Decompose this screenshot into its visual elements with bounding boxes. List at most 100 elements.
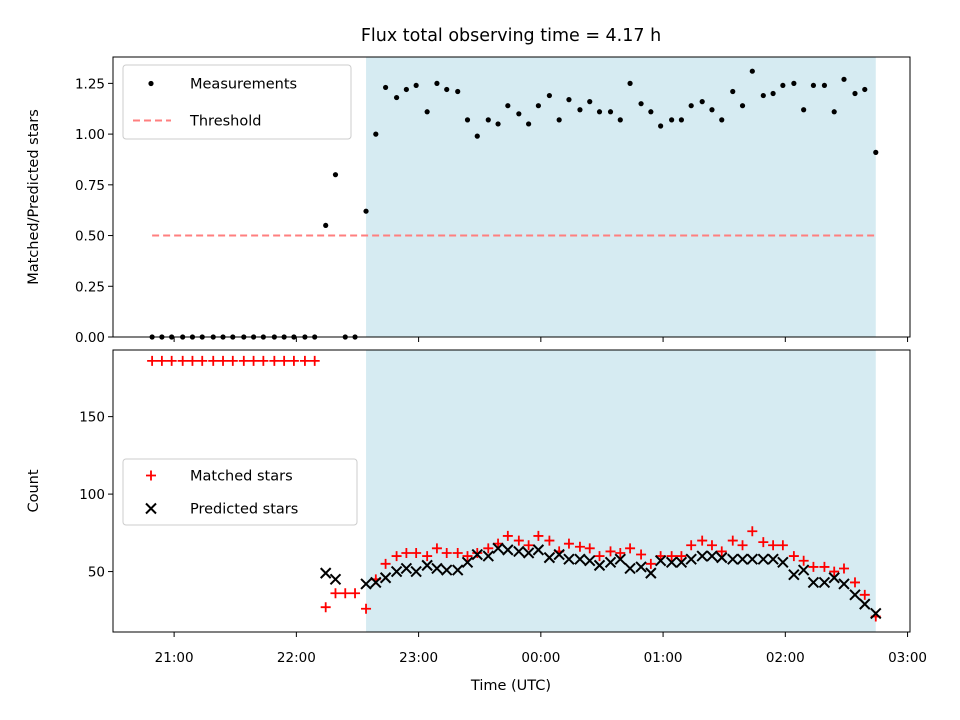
data-point — [177, 355, 188, 366]
data-point — [147, 355, 158, 366]
data-point — [829, 566, 840, 577]
legend-label: Threshold — [189, 114, 261, 130]
data-point — [218, 355, 229, 366]
y-tick-label: 1.25 — [75, 76, 105, 92]
data-point — [736, 553, 749, 565]
data-point — [441, 564, 453, 576]
data-point — [330, 588, 341, 599]
data-point — [699, 99, 705, 105]
data-point — [777, 540, 788, 551]
shaded-region — [366, 57, 876, 337]
data-point — [421, 559, 433, 572]
data-point — [379, 572, 392, 584]
data-point — [859, 598, 871, 610]
data-point — [462, 551, 473, 562]
data-point — [852, 90, 858, 97]
y-tick-label: 0.00 — [75, 330, 105, 346]
data-point — [746, 553, 759, 565]
data-point — [299, 355, 310, 366]
data-point — [788, 568, 800, 581]
x-tick-label: 22:00 — [277, 650, 316, 666]
data-point — [329, 573, 342, 586]
data-point — [340, 588, 351, 599]
x-tick-label: 01:00 — [644, 650, 683, 666]
data-point — [749, 68, 755, 74]
y-tick-label: 1.00 — [75, 127, 105, 143]
data-point — [686, 540, 697, 551]
data-point — [584, 543, 595, 554]
data-point — [269, 355, 280, 366]
data-point — [248, 355, 259, 366]
data-point — [424, 109, 430, 115]
x-tick-label: 21:00 — [155, 650, 194, 666]
data-point — [678, 117, 685, 123]
data-point — [156, 355, 167, 366]
data-point — [719, 117, 725, 123]
data-point — [474, 133, 480, 139]
data-point — [422, 551, 433, 562]
data-point — [770, 90, 776, 97]
data-point — [350, 588, 361, 599]
data-point — [737, 540, 748, 551]
panel-top: 0.00 0.25 0.50 0.75 1.00 1.25 Matched/Predicte… — [26, 56, 911, 346]
data-point — [648, 109, 654, 115]
data-point — [607, 109, 614, 115]
data-point — [791, 80, 797, 86]
legend-label: Matched stars — [190, 469, 293, 485]
data-point — [431, 543, 442, 554]
chart-title: Flux total observing time = 4.17 h — [361, 26, 661, 46]
data-point — [594, 551, 605, 562]
data-point — [513, 545, 525, 558]
data-point — [574, 541, 585, 552]
data-point — [615, 547, 626, 558]
data-point — [502, 544, 514, 556]
legend-swatch — [148, 80, 154, 87]
data-point — [666, 551, 677, 562]
data-point — [546, 92, 552, 99]
x-tick-label: 00:00 — [521, 650, 560, 666]
legend-box — [122, 64, 352, 140]
data-point — [838, 578, 850, 590]
data-point — [382, 84, 389, 91]
data-point — [472, 547, 483, 558]
data-point — [532, 544, 545, 556]
data-point — [862, 86, 868, 93]
data-point — [309, 355, 320, 366]
data-point — [516, 111, 522, 117]
data-point — [777, 556, 789, 568]
legend-label: Measurements — [190, 77, 297, 93]
data-point — [676, 551, 687, 562]
data-point — [238, 355, 249, 366]
data-point — [577, 107, 583, 113]
data-point — [482, 550, 494, 562]
data-point — [638, 101, 644, 107]
y-tick-label: 0.25 — [75, 279, 105, 295]
data-point — [544, 535, 555, 546]
data-point — [522, 547, 535, 559]
data-point — [543, 551, 556, 564]
legend-swatch — [145, 502, 157, 515]
data-point — [788, 551, 799, 562]
data-point — [332, 172, 339, 178]
data-point — [675, 556, 688, 568]
data-point — [373, 131, 379, 137]
data-point — [403, 86, 409, 93]
legend: Measurements Threshold — [122, 64, 352, 140]
data-point — [197, 355, 208, 366]
panel-bottom: 50 100 150 21:00 22:00 23:00 00:00 01:00 02:00 03… — [26, 349, 927, 666]
data-point — [401, 547, 412, 558]
data-point — [645, 567, 657, 579]
data-point — [455, 88, 461, 95]
x-tick-label: 23:00 — [399, 650, 438, 666]
data-point — [635, 561, 647, 573]
data-point — [513, 535, 524, 546]
data-point — [627, 80, 633, 86]
data-point — [818, 576, 831, 589]
data-point — [563, 553, 575, 565]
data-point — [617, 117, 623, 123]
y-tick-label: 0.75 — [75, 178, 105, 194]
data-point — [393, 94, 400, 101]
legend: Matched stars Predicted stars — [122, 458, 358, 526]
data-point — [739, 103, 746, 109]
y-tick-label: 50 — [88, 565, 105, 581]
